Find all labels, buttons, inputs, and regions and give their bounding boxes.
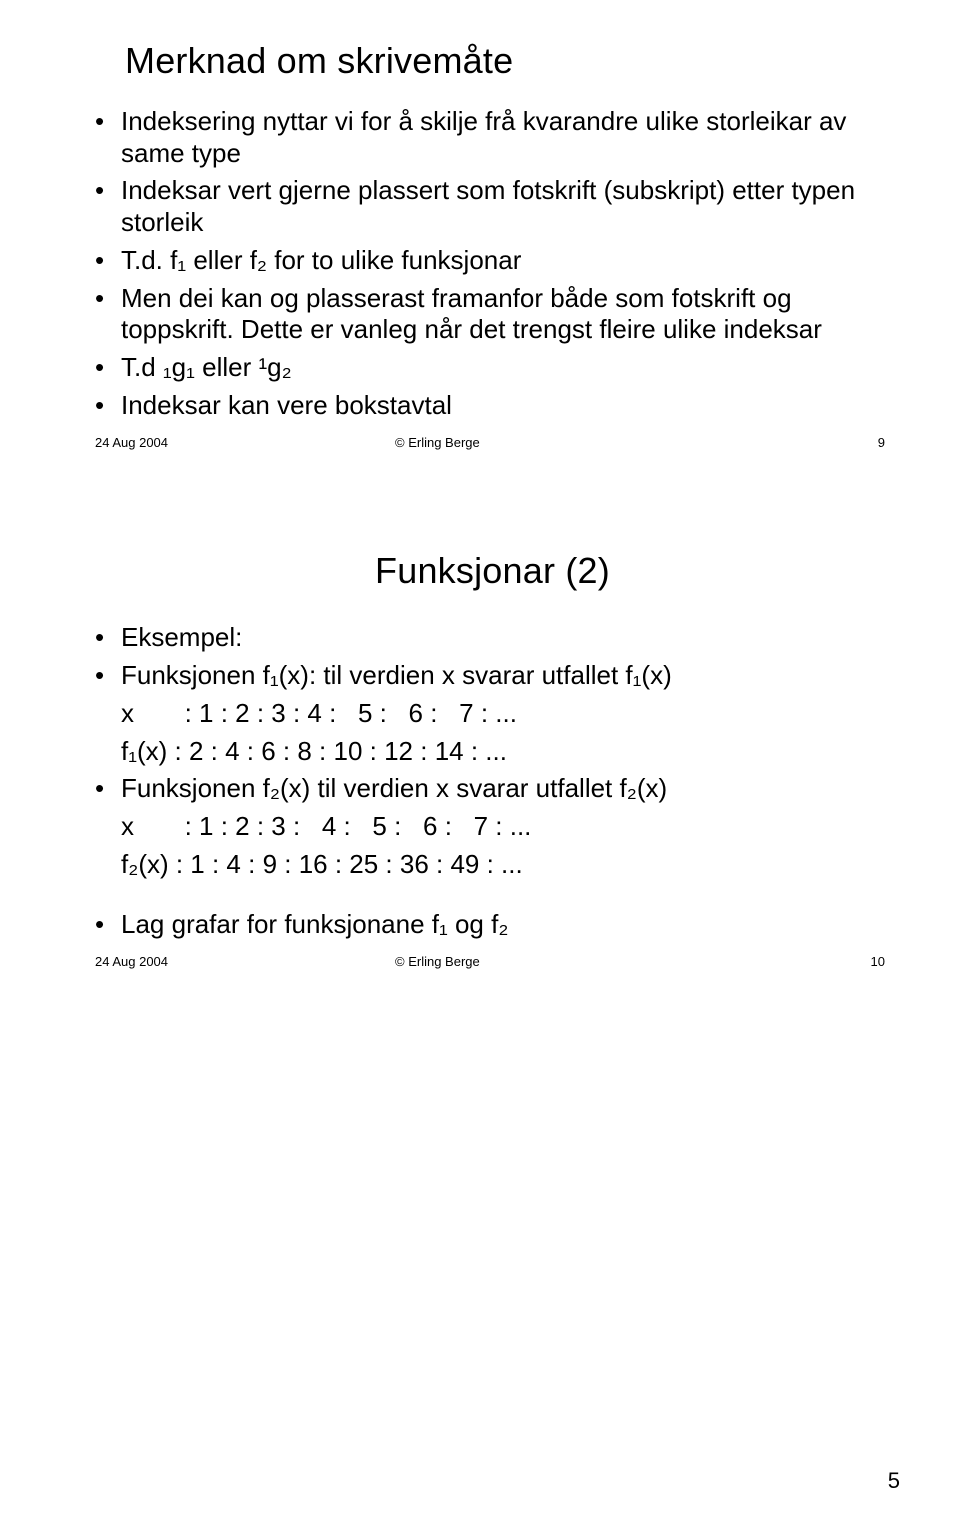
bullet-item: Lag grafar for funksjonane f₁ og f₂ <box>95 909 890 941</box>
bullet-item: T.d ₁g₁ eller ¹g₂ <box>95 352 890 384</box>
footer-date: 24 Aug 2004 <box>95 435 395 450</box>
slide-1-footer: 24 Aug 2004 © Erling Berge 9 <box>95 435 885 450</box>
page-number: 5 <box>888 1468 900 1494</box>
slide-2-footer: 24 Aug 2004 © Erling Berge 10 <box>95 954 885 969</box>
slide-1-bullets: Indeksering nyttar vi for å skilje frå k… <box>95 106 890 421</box>
data-line: f₂(x) : 1 : 4 : 9 : 16 : 25 : 36 : 49 : … <box>95 849 890 881</box>
data-line: x : 1 : 2 : 3 : 4 : 5 : 6 : 7 : ... <box>95 811 890 843</box>
data-line: x : 1 : 2 : 3 : 4 : 5 : 6 : 7 : ... <box>95 698 890 730</box>
footer-copyright: © Erling Berge <box>395 954 845 969</box>
slide-1: Merknad om skrivemåte Indeksering nyttar… <box>95 40 890 450</box>
footer-slide-number: 10 <box>845 954 885 969</box>
slide-2-bullets: Eksempel: Funksjonen f₁(x): til verdien … <box>95 622 890 940</box>
slide-1-title: Merknad om skrivemåte <box>125 40 890 82</box>
slide-2: Funksjonar (2) Eksempel: Funksjonen f₁(x… <box>95 550 890 969</box>
bullet-item: Funksjonen f₂(x) til verdien x svarar ut… <box>95 773 890 805</box>
bullet-item: Eksempel: <box>95 622 890 654</box>
data-line: f₁(x) : 2 : 4 : 6 : 8 : 10 : 12 : 14 : .… <box>95 736 890 768</box>
footer-copyright: © Erling Berge <box>395 435 845 450</box>
page: Merknad om skrivemåte Indeksering nyttar… <box>0 0 960 1518</box>
footer-date: 24 Aug 2004 <box>95 954 395 969</box>
bullet-item: Men dei kan og plasserast framanfor både… <box>95 283 890 346</box>
bullet-item: Funksjonen f₁(x): til verdien x svarar u… <box>95 660 890 692</box>
slide-2-title: Funksjonar (2) <box>95 550 890 592</box>
bullet-item: Indeksering nyttar vi for å skilje frå k… <box>95 106 890 169</box>
bullet-item: Indeksar vert gjerne plassert som fotskr… <box>95 175 890 238</box>
footer-slide-number: 9 <box>845 435 885 450</box>
bullet-item: Indeksar kan vere bokstavtal <box>95 390 890 422</box>
bullet-item: T.d. f₁ eller f₂ for to ulike funksjonar <box>95 245 890 277</box>
